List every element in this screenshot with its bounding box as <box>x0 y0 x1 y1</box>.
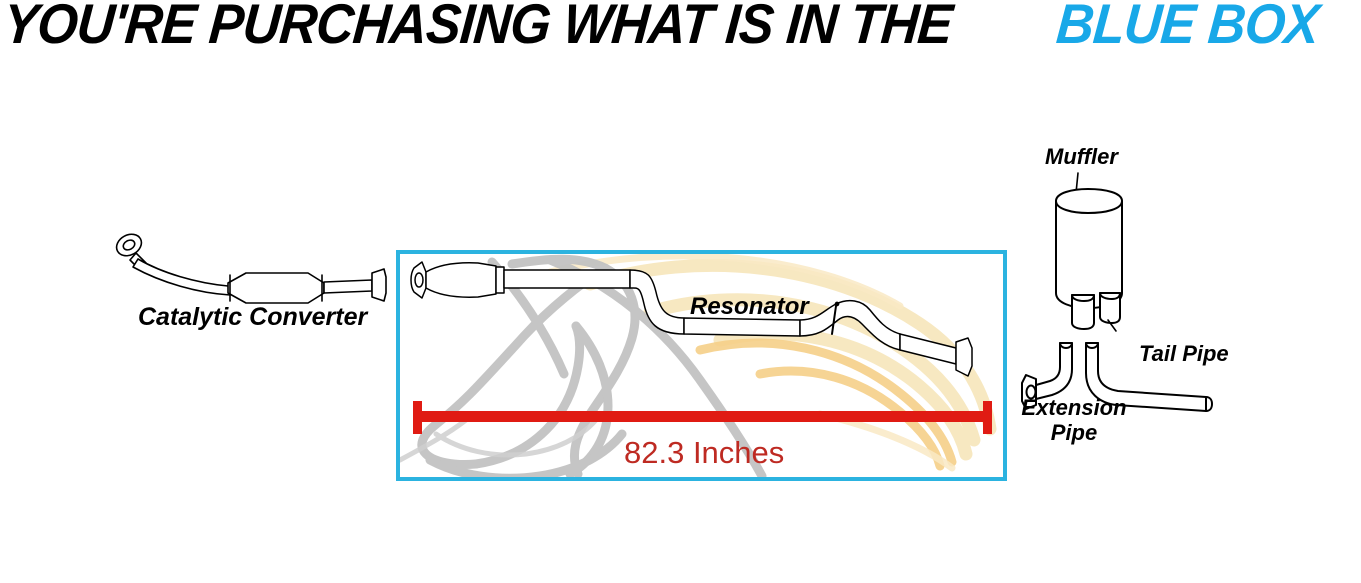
extension-and-tail-pipe-diagram <box>1021 342 1213 412</box>
label-catalytic-converter: Catalytic Converter <box>138 303 368 331</box>
dimension-bar <box>413 401 992 434</box>
resonator-diagram <box>410 261 973 377</box>
label-extension-pipe: Extension Pipe <box>1021 395 1127 445</box>
dimension-label: 82.3 Inches <box>624 435 785 470</box>
header-main-text: YOU'RE PURCHASING WHAT IS IN THE <box>1 0 955 55</box>
header-banner: YOU'RE PURCHASING WHAT IS IN THE BLUE BO… <box>0 0 1361 56</box>
label-resonator: Resonator <box>690 293 809 320</box>
dimension-right-cap <box>983 401 992 434</box>
header-accent-text: BLUE BOX <box>1054 0 1321 55</box>
label-tail-pipe: Tail Pipe <box>1139 341 1229 366</box>
label-muffler: Muffler <box>1045 144 1118 169</box>
muffler-diagram <box>1055 172 1123 332</box>
blue-highlight-box <box>396 250 1007 481</box>
dimension-line <box>413 411 991 422</box>
catalytic-converter-diagram <box>115 233 387 304</box>
